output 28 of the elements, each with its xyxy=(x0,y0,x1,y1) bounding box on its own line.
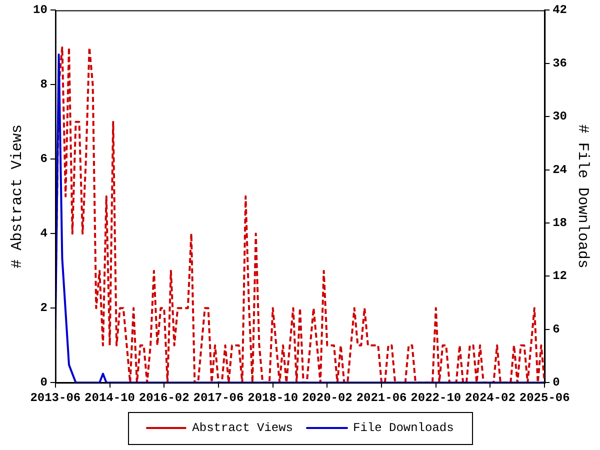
x-tick-label: 2025-06 xyxy=(519,390,570,405)
x-tick-label: 2022-10 xyxy=(410,390,462,405)
legend-label: File Downloads xyxy=(353,421,454,436)
x-tick-label: 2016-02 xyxy=(138,390,190,405)
y2-tick-label: 42 xyxy=(552,3,568,18)
y-tick-label: 2 xyxy=(40,301,48,316)
x-tick-label: 2020-02 xyxy=(302,390,352,405)
y2-axis-title: # File Downloads xyxy=(574,124,592,268)
y2-tick-label: 36 xyxy=(552,56,568,70)
x-tick-label: 2024-02 xyxy=(465,390,516,405)
y2-tick-label: 12 xyxy=(552,269,568,284)
x-tick-label: 2021-06 xyxy=(356,390,407,405)
y2-tick-label: 6 xyxy=(552,322,560,336)
x-tick-label: 2014-10 xyxy=(84,390,135,405)
x-tick-label: 2018-10 xyxy=(248,390,298,405)
y-axis-title: # Abstract Views xyxy=(8,124,26,268)
y-tick-label: 8 xyxy=(40,78,48,92)
y-tick-label: 4 xyxy=(40,226,48,241)
x-tick-label: 2013-06 xyxy=(30,390,81,405)
x-tick-label: 2017-06 xyxy=(193,390,244,405)
y-tick-label: 6 xyxy=(40,152,48,166)
y-tick-label: 10 xyxy=(32,3,48,18)
y2-tick-label: 24 xyxy=(552,162,568,177)
y-tick-label: 0 xyxy=(40,376,48,390)
y2-tick-label: 0 xyxy=(552,376,560,390)
y2-tick-label: 30 xyxy=(552,110,568,124)
y2-tick-label: 18 xyxy=(552,216,568,230)
legend-label: Abstract Views xyxy=(192,421,294,436)
